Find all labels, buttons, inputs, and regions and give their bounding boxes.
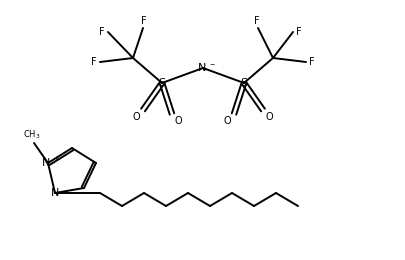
Text: F: F bbox=[308, 57, 314, 67]
Text: CH$_3$: CH$_3$ bbox=[23, 128, 40, 141]
Text: N: N bbox=[51, 188, 59, 198]
Text: F: F bbox=[295, 27, 301, 37]
Text: F: F bbox=[99, 27, 105, 37]
Text: O: O bbox=[175, 116, 182, 126]
Text: O: O bbox=[223, 116, 230, 126]
Text: F: F bbox=[91, 57, 97, 67]
Text: O: O bbox=[265, 112, 273, 122]
Text: $^{-}$: $^{-}$ bbox=[209, 61, 215, 69]
Text: N: N bbox=[197, 63, 206, 73]
Text: S: S bbox=[240, 78, 247, 88]
Text: F: F bbox=[254, 16, 259, 26]
Text: S: S bbox=[158, 78, 165, 88]
Text: $^{+}$: $^{+}$ bbox=[53, 155, 60, 165]
Text: F: F bbox=[141, 16, 147, 26]
Text: N: N bbox=[42, 158, 50, 168]
Text: O: O bbox=[132, 112, 140, 122]
